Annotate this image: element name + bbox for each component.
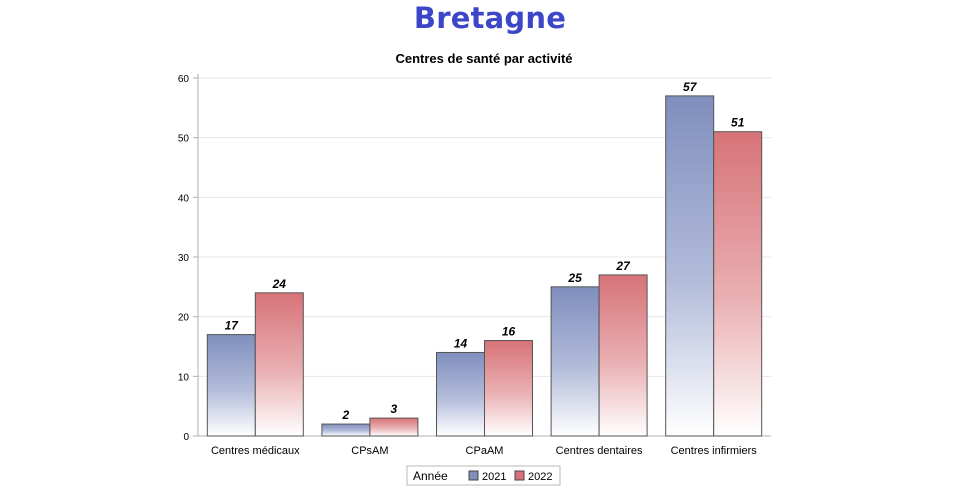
legend-label: 2022: [528, 471, 552, 483]
data-label: 24: [272, 277, 287, 291]
bar-2021-1: [206, 334, 256, 437]
bar-2021-4: [550, 286, 600, 437]
data-label: 57: [683, 80, 698, 94]
y-tick-label: 30: [178, 253, 190, 264]
bars: [206, 95, 763, 437]
x-tick-label: Centres infirmiers: [671, 445, 758, 457]
x-tick-label: Centres médicaux: [211, 445, 300, 457]
data-label: 25: [567, 271, 582, 285]
legend-title: Année: [413, 469, 448, 483]
data-label: 2: [342, 408, 350, 422]
data-label: 16: [502, 325, 516, 339]
bar-2022-1: [254, 292, 304, 437]
page-title: Bretagne: [413, 1, 567, 35]
data-labels: 17 24 2 3 14 16 25 27 57 51: [225, 80, 745, 422]
legend: Année 2021 2022: [406, 465, 561, 486]
legend-label: 2021: [482, 471, 506, 483]
x-tick-label: Centres dentaires: [556, 445, 643, 457]
bar-2022-5: [713, 131, 763, 437]
bar-2022-2: [369, 417, 419, 437]
x-tick-label: CPaAM: [466, 445, 504, 457]
legend-swatch: [468, 470, 479, 481]
y-tick-label: 50: [178, 134, 190, 145]
y-tick-label: 0: [183, 432, 189, 443]
y-tick-label: 10: [178, 372, 190, 383]
legend-swatch: [514, 470, 525, 481]
bar-2021-5: [665, 95, 715, 437]
y-tick-label: 20: [178, 313, 190, 324]
data-label: 3: [391, 402, 398, 416]
y-tick-label: 60: [178, 74, 190, 85]
x-axis: Centres médicaux CPsAM CPaAM Centres dentai…: [211, 445, 757, 457]
bar-2022-4: [598, 274, 648, 437]
y-tick-label: 40: [178, 193, 190, 204]
data-label: 17: [225, 319, 240, 333]
data-label: 14: [454, 336, 468, 350]
bar-2022-3: [484, 340, 533, 437]
chart-title: Centres de santé par activité: [395, 51, 572, 66]
data-label: 27: [615, 259, 631, 273]
data-label: 51: [731, 116, 745, 130]
bar-2021-3: [436, 351, 485, 437]
bar-2021-2: [321, 423, 371, 437]
x-tick-label: CPsAM: [351, 445, 388, 457]
